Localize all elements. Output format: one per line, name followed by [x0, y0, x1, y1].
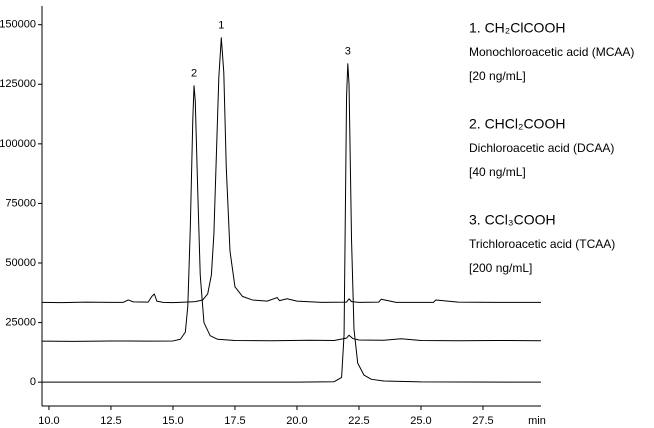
x-tick-label: 25.0	[410, 415, 431, 427]
y-tick-label: 125000	[0, 78, 36, 90]
peak-label: 2	[191, 68, 197, 80]
compound-concentration: [200 ng/mL]	[469, 261, 532, 275]
x-tick-label: 12.5	[100, 415, 121, 427]
x-tick-label: 20.0	[286, 415, 307, 427]
chromatogram-trace	[41, 85, 542, 342]
compound-concentration: [20 ng/mL]	[469, 69, 526, 83]
compound-formula: 1. CH₂ClCOOH	[469, 20, 565, 36]
compound-formula: 2. CHCl₂COOH	[469, 116, 565, 132]
y-tick-label: 75000	[5, 197, 36, 209]
x-tick-label: 27.5	[472, 415, 493, 427]
y-tick-label: 25000	[5, 316, 36, 328]
x-tick-label: 22.5	[348, 415, 369, 427]
y-tick-label: 100000	[0, 138, 36, 150]
compound-formula: 3. CCl₃COOH	[469, 212, 556, 228]
chromatogram-trace	[41, 37, 541, 304]
compound-concentration: [40 ng/mL]	[469, 165, 526, 179]
y-tick-label: 150000	[0, 19, 36, 31]
compound-name: Trichloroacetic acid (TCAA)	[469, 237, 615, 251]
chromatogram-trace	[41, 63, 542, 383]
x-axis-label: min	[528, 415, 546, 427]
x-tick-label: 10.0	[38, 415, 59, 427]
compound-name: Dichloroacetic acid (DCAA)	[469, 141, 614, 155]
x-tick-label: 17.5	[224, 415, 245, 427]
y-tick-label: 0	[30, 376, 36, 388]
peak-label: 1	[218, 20, 224, 32]
compound-name: Monochloroacetic acid (MCAA)	[469, 45, 634, 59]
y-tick-label: 50000	[5, 257, 36, 269]
peak-label: 3	[345, 46, 351, 58]
x-tick-label: 15.0	[162, 415, 183, 427]
